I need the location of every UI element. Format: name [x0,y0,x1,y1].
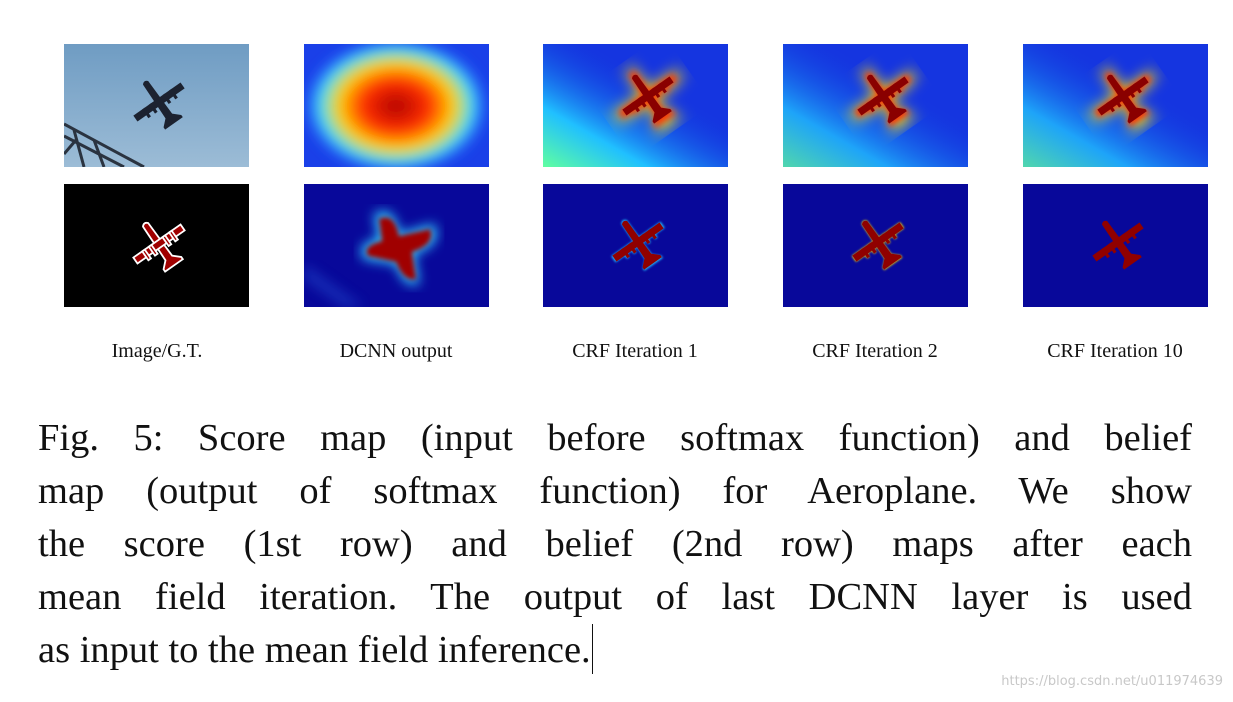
panel-label: Image/G.T. [111,340,203,362]
caption-line: mean field iteration. The output of last… [38,576,1192,618]
panel-label: CRF Iteration 2 [812,340,938,362]
caption-line: as input to the mean field inference. [38,629,591,671]
text-cursor [591,624,594,674]
caption-line: Fig. 5: Score map (input before softmax … [38,417,1192,459]
panel-label: CRF Iteration 1 [572,340,698,362]
score-crf-panels [543,44,1208,167]
panel-label: DCNN output [339,340,453,362]
figure-panels [64,44,1208,307]
belief-crf-panels [543,184,1208,307]
caption-line-last: as input to the mean field inference. [38,624,1192,677]
caption: Fig. 5: Score map (input before softmax … [38,412,1192,677]
ground-truth-panel [64,184,249,307]
photo-panel [64,44,249,167]
caption-line: map (output of softmax function) for Aer… [38,470,1192,512]
caption-line: the score (1st row) and belief (2nd row)… [38,523,1192,565]
score-dcnn-panel [304,44,489,167]
watermark: https://blog.csdn.net/u011974639 [1001,674,1223,689]
belief-dcnn-panel [304,184,489,307]
panel-label: CRF Iteration 10 [1047,340,1183,362]
